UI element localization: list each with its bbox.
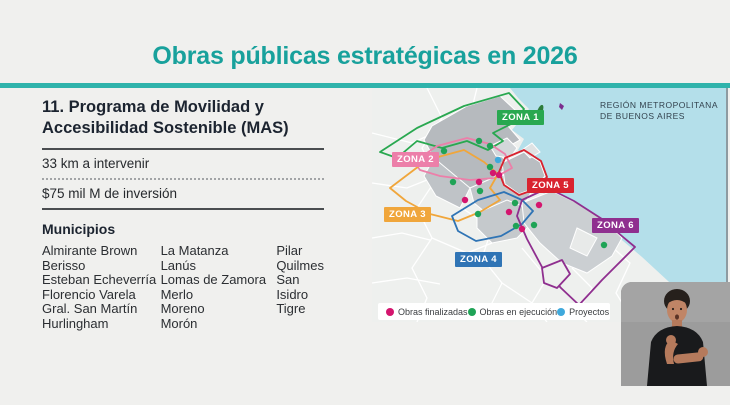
municipio-item: Hurlingham xyxy=(42,315,109,331)
zone2-outline xyxy=(413,137,513,181)
sign-language-interpreter-video xyxy=(621,282,730,386)
finalizadas-dot-icon xyxy=(386,307,394,316)
program-title: 11. Programa de Movilidad y Accesibilida… xyxy=(42,98,289,137)
municipio-item: Florencio Varela xyxy=(42,286,136,302)
municipio-item: Gral. San Martín xyxy=(42,301,138,317)
municipio-item: Morón xyxy=(160,315,198,331)
zone5-outline xyxy=(498,149,548,196)
municipio-item: Esteban Echeverría xyxy=(42,272,157,288)
right-hand xyxy=(698,347,708,357)
work-site-dots xyxy=(440,137,608,249)
zone-label-1: ZONA 1 xyxy=(497,110,544,125)
program-panel: 11. Programa de Movilidad y Accesibilida… xyxy=(42,97,324,332)
municipio-item: Almirante Brown xyxy=(42,243,138,258)
ejecucion-dot-icon xyxy=(467,307,476,316)
municipio-item: Tigre xyxy=(276,301,306,317)
municipios-column-1: Almirante Brown Berisso Esteban Echeverr… xyxy=(42,243,161,332)
municipio-item: San Isidro xyxy=(276,272,309,302)
right-forearm xyxy=(673,352,704,364)
metro-region-map: REGIÓN METROPOLITANA DE BUENOS AIRES ZON… xyxy=(372,88,728,322)
map-legend: Obras finalizadas Obras en ejecución Pro… xyxy=(378,303,610,320)
separator-line xyxy=(42,148,324,150)
legend-item-ejecucion: Obras en ejecución xyxy=(467,307,557,317)
face xyxy=(667,297,687,323)
municipios-column-3: Pilar Quilmes San Isidro Tigre xyxy=(276,243,324,332)
legend-item-proyectos: Proyectos xyxy=(557,307,609,317)
municipio-item: Moreno xyxy=(160,301,205,317)
zone-label-2: ZONA 2 xyxy=(392,152,439,167)
map-canvas xyxy=(372,88,726,322)
legend-item-finalizadas: Obras finalizadas xyxy=(386,307,468,317)
stat-investment: $75 mil M de inversión xyxy=(42,186,178,201)
mouth xyxy=(675,314,679,320)
municipios-column-2: La Matanza Lanús Lomas de Zamora Merlo M… xyxy=(160,243,277,332)
left-forearm xyxy=(664,340,678,364)
municipio-item: Lomas de Zamora xyxy=(160,272,267,288)
region-caption: REGIÓN METROPOLITANA DE BUENOS AIRES xyxy=(600,100,718,121)
municipio-item: Quilmes xyxy=(276,257,324,273)
municipios-heading: Municipios xyxy=(42,221,116,237)
zone-label-4: ZONA 4 xyxy=(455,252,502,267)
proyectos-dot-icon xyxy=(557,307,566,316)
zone6-inner-outline xyxy=(541,259,571,289)
municipios-list: Almirante Brown Berisso Esteban Echeverr… xyxy=(42,243,324,332)
municipio-item: Pilar xyxy=(276,243,303,258)
rio-de-la-plata xyxy=(510,88,726,319)
stat-km: 33 km a intervenir xyxy=(42,156,150,171)
zone-label-5: ZONA 5 xyxy=(527,178,574,193)
municipio-item: Lanús xyxy=(160,257,196,273)
zone4-outline xyxy=(451,191,534,242)
interpreter-figure xyxy=(621,282,730,386)
municipio-item: Berisso xyxy=(42,257,86,273)
left-hand xyxy=(666,335,676,345)
zone-label-6: ZONA 6 xyxy=(592,218,639,233)
page-title: Obras públicas estratégicas en 2026 xyxy=(152,42,578,70)
dotted-separator xyxy=(42,178,324,180)
zone-label-3: ZONA 3 xyxy=(384,207,431,222)
title-divider xyxy=(0,83,730,88)
separator-line xyxy=(42,208,324,210)
municipio-item: Merlo xyxy=(160,286,194,302)
zone1-outline xyxy=(379,92,525,159)
municipio-item: La Matanza xyxy=(160,243,229,258)
zone-outlines xyxy=(379,92,636,306)
